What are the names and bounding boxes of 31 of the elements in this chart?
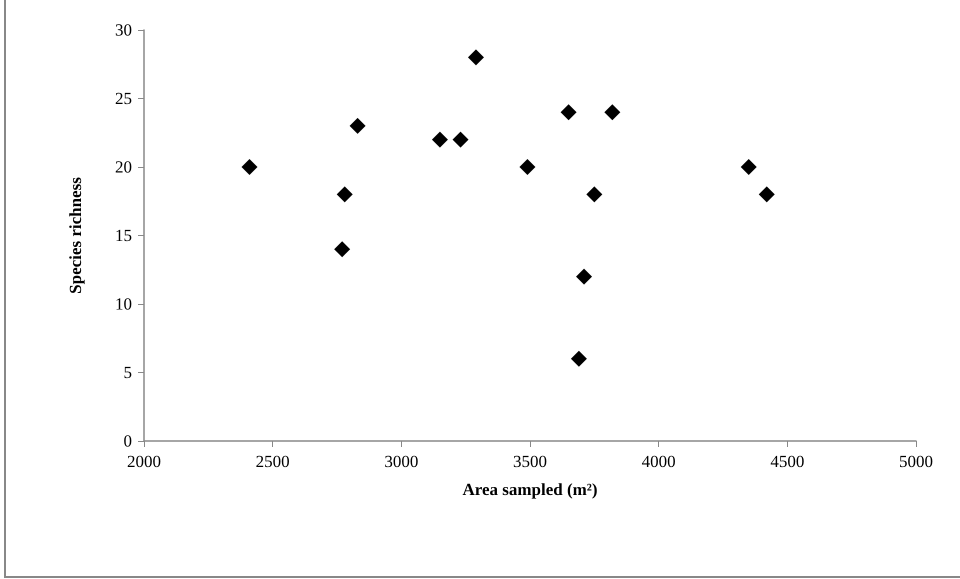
x-tick-label: 3000 xyxy=(384,452,418,471)
point xyxy=(740,159,757,175)
point xyxy=(560,104,577,120)
y-axis-title: Species richness xyxy=(66,176,85,294)
x-tick-label: 4500 xyxy=(770,452,804,471)
point xyxy=(432,132,448,148)
point xyxy=(452,132,469,148)
y-tick-label: 0 xyxy=(124,432,132,450)
y-tick-label: 5 xyxy=(124,363,132,382)
y-tick-label: 10 xyxy=(115,294,132,314)
point xyxy=(350,118,366,134)
x-tick-label: 3500 xyxy=(513,452,547,471)
x-tick-label: 5000 xyxy=(899,452,933,471)
point xyxy=(604,104,620,120)
point xyxy=(586,186,602,202)
x-tick-label: 4000 xyxy=(642,452,676,471)
point xyxy=(336,186,353,202)
y-tick-label: 25 xyxy=(115,89,132,108)
point xyxy=(468,49,484,66)
x-tick-label: 2500 xyxy=(256,452,290,471)
point xyxy=(242,159,258,175)
point xyxy=(576,268,592,285)
point xyxy=(758,186,775,202)
y-tick-label: 20 xyxy=(115,158,132,176)
y-tick-label: 15 xyxy=(115,226,132,245)
point xyxy=(519,159,536,175)
point xyxy=(334,241,350,258)
x-axis-title: Area sampled (m²) xyxy=(462,480,598,499)
y-tick-label: 30 xyxy=(115,20,132,40)
x-tick-label: 2000 xyxy=(127,452,161,471)
point xyxy=(570,350,587,367)
